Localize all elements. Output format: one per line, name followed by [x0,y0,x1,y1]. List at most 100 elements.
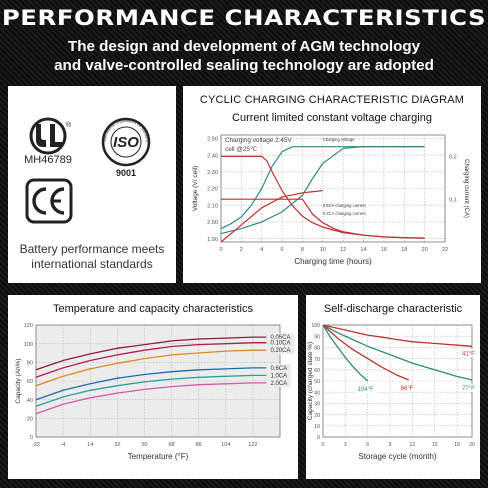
y-tick-label: 20 [27,417,33,423]
series-label-bg [461,383,479,392]
y-tick-label: 0 [317,435,320,441]
series-label-77-f: 77°F [462,386,475,392]
y-tick-label: 120 [24,323,33,329]
x-tick-label: 20 [469,442,475,448]
x-tick-label: 14 [87,442,93,448]
cyclic-chart-subheading: Current limited constant voltage chargin… [232,112,432,124]
y-tick-label: 80 [314,346,320,352]
y-tick-label: 40 [314,390,320,396]
series-label-bg [461,349,479,358]
x-tick-label: 0 [322,442,325,448]
series-label-0-20ca: 0.20CA [270,348,290,354]
series-label-bg [399,383,417,392]
series-label-0-6ca: 0.6CA [270,366,287,372]
y-tick-label: 60 [27,379,33,385]
series-label-1-0ca: 1.0CA [270,373,287,379]
x-tick-label: 8 [301,247,304,253]
y-tick-label: 100 [24,342,33,348]
certifications-caption-line-2: international standards [31,257,153,271]
y-tick-label: 20 [314,413,320,419]
series-line-2-0ca [35,382,267,415]
x-tick-label: 0 [219,247,222,253]
self-discharge-panel: Self-discharge characteristic 0 3 6 9 12 15 18… [306,295,480,479]
series-line-77-f [322,324,473,381]
subtitle-line-2: and valve-controlled sealing technology … [54,57,434,74]
plot-frame [220,134,446,243]
y-axis-label: Voltage (V/ cell) [192,166,199,212]
series-label-bg [269,363,291,372]
x-tick-label: 50 [141,442,147,448]
current-05ca-label: 0.5CA charging current [323,203,367,208]
series-label-86-f: 86°F [401,386,414,392]
x-tick-label: 14 [360,247,366,253]
certifications-panel: ® MH46789 International Organization for… [8,86,176,283]
x-tick-label: 12 [410,442,416,448]
x-tick-label: 18 [454,442,460,448]
y-tick-label: 40 [27,398,33,404]
y2-tick-label: 0.2 [449,155,457,161]
y-tick-label: 100 [311,323,320,329]
series-line-104-f [322,324,369,382]
series-label-bg [356,385,378,393]
cyclic-chart-heading: CYCLIC CHARGING CHARACTERISTIC DIAGRAM [199,94,465,106]
series-label-bg [269,338,295,347]
series-label-41-f: 41°F [462,351,475,357]
series-line-1-0ca [35,374,267,407]
iso-label: ISO [113,134,139,151]
x-tick-label: 9 [389,442,392,448]
x-tick-label: 6 [366,442,369,448]
y-tick-label: 2.20 [207,187,218,193]
charging-voltage-label: Charging voltage [323,137,355,142]
series-line-discharge-reference [220,190,323,243]
x-tick-label: 10 [320,247,326,253]
series-label-104-f: 104°F [358,387,374,393]
x-axis-label: Temperature (°F) [128,452,189,461]
y-tick-label: 80 [27,361,33,367]
y-tick-label: 90 [314,334,320,340]
x-tick-label: 6 [281,247,284,253]
y-tick-label: 60 [314,368,320,374]
y-axis-label: Capacity (Ah%) [15,358,22,403]
series-line-41-f [322,324,473,347]
cyclic-charging-panel: CYCLIC CHARGING CHARACTERISTIC DIAGRAM C… [183,86,481,283]
ul-code: MH46789 [24,154,72,166]
x-tick-label: 22 [442,247,448,253]
x-tick-label: 122 [248,442,257,448]
x-tick-label: 86 [196,442,202,448]
x-tick-label: 104 [221,442,230,448]
y-tick-label: 2.00 [207,220,218,226]
series-label-0-05ca: 0.05CA [270,335,290,341]
series-line-0-10ca [35,342,267,378]
subtitle-line-1: The design and development of AGM techno… [67,38,421,55]
y-tick-label: 2.10 [207,203,218,209]
x-tick-label: -22 [32,442,40,448]
svg-text:®: ® [66,121,72,129]
x-tick-label: 2 [240,247,243,253]
series-line-86-f [322,324,409,381]
y-tick-label: 2.40 [207,153,218,159]
y-tick-label: 70 [314,357,320,363]
certification-marks: ® MH46789 International Organization for… [8,86,151,224]
series-line-0-05ca [35,336,267,371]
temperature-note: cell @25℃ [225,146,257,153]
y-tick-label: 2.50 [207,137,218,143]
charging-voltage-note: Charging voltage 2.45V [225,137,293,144]
x-axis-label: Charging time (hours) [294,257,372,266]
y-tick-label: 10 [314,424,320,430]
x-tick-label: -4 [61,442,66,448]
y2-tick-label: 0.1 [449,197,457,203]
y-axis-label: Capacity (charged state %) [307,342,314,420]
iso-number: 9001 [116,168,136,178]
x-axis-label: Storage cycle (month) [358,452,437,461]
self-discharge-chart-title: Self-discharge characteristic [323,303,463,315]
y-tick-label: 50 [314,379,320,385]
x-tick-label: 12 [340,247,346,253]
x-tick-label: 16 [381,247,387,253]
x-tick-label: 3 [344,442,347,448]
certifications-caption-line-1: Battery performance meets [19,242,165,256]
ce-mark-icon [25,178,73,224]
series-line-0-2ca-charging-current [221,198,425,239]
self-discharge-chart: 0 3 6 9 12 15 18 20 0 10 20 30 40 50 60 70 80 90 100 Storag… [307,323,479,461]
cyclic-charging-chart: 0 2 4 6 8 10 12 14 16 18 20 22 1.90 2.00 2.10 2.20 2.30 2… [192,134,469,266]
series-line-0-20ca [35,349,267,387]
